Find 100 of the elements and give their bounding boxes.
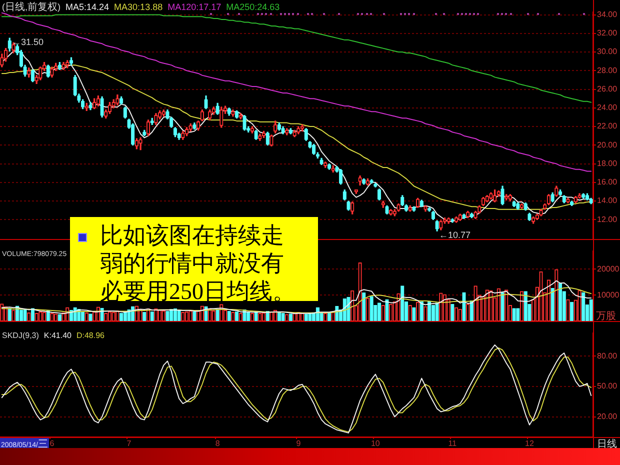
candlestick	[377, 188, 382, 200]
candlestick	[385, 205, 389, 214]
candlestick	[288, 128, 293, 134]
annotation: ←10.77	[439, 230, 471, 240]
candlestick	[500, 186, 504, 206]
candlestick	[566, 198, 570, 204]
candlestick	[300, 124, 304, 132]
candlestick	[270, 134, 274, 146]
candlestick	[281, 126, 285, 134]
candlestick	[512, 200, 516, 207]
chart-title: (日线,前复权)	[2, 2, 61, 13]
y-tick-label: 28.00	[597, 66, 618, 75]
candlestick	[138, 137, 142, 150]
candlestick	[292, 130, 296, 138]
candlestick	[412, 206, 416, 212]
x-tick-label: 6	[50, 439, 55, 448]
candlestick	[216, 102, 220, 115]
candlestick	[539, 209, 543, 216]
candlestick	[154, 113, 158, 125]
y-tick-label: 16.00	[597, 178, 618, 187]
candlestick	[12, 42, 16, 54]
candlestick	[324, 162, 328, 168]
y-tick-label: 22.00	[597, 122, 618, 131]
y-tick-label: 24.00	[597, 103, 618, 112]
candlestick	[296, 126, 300, 134]
candlestick	[520, 203, 524, 209]
candlestick	[439, 220, 443, 230]
candlestick	[116, 94, 120, 106]
candlestick	[254, 130, 258, 140]
candlestick	[578, 193, 582, 199]
candlestick	[123, 106, 127, 118]
candlestick	[181, 130, 185, 140]
y-tick-label: 10000	[597, 290, 620, 300]
candlestick	[162, 109, 166, 117]
candlestick	[485, 195, 489, 202]
candlestick	[262, 130, 266, 138]
candlestick	[320, 158, 324, 166]
candlestick	[84, 102, 88, 112]
candlestick	[46, 64, 50, 78]
y-tick-label: 26.00	[597, 84, 618, 94]
candlestick	[531, 216, 536, 224]
candlestick	[366, 178, 370, 186]
candlestick	[374, 183, 378, 188]
y-tick-label: 14.00	[597, 196, 618, 206]
candlestick	[420, 200, 424, 207]
text: K:41.40	[44, 331, 72, 340]
x-tick-label: 11	[448, 439, 458, 448]
candlestick	[370, 179, 374, 184]
candlestick	[582, 193, 586, 199]
y-tick-label: 34.00	[597, 10, 618, 19]
candlestick	[231, 109, 235, 117]
candlestick	[516, 202, 520, 210]
y-tick-label: 30.00	[597, 47, 618, 56]
x-tick-label: 9	[296, 439, 302, 448]
candlestick	[192, 122, 196, 130]
candlestick	[58, 62, 62, 70]
candlestick	[389, 209, 393, 216]
candlestick	[220, 106, 224, 128]
x-tick-label: 10	[370, 439, 380, 448]
candlestick	[570, 200, 574, 206]
text: 日线	[597, 439, 617, 450]
candlestick	[550, 192, 554, 202]
candlestick	[554, 186, 558, 197]
y-tick-label: 20.00	[597, 140, 618, 150]
candlestick	[184, 127, 189, 136]
candlestick	[408, 205, 412, 212]
annotation: ←31.50	[12, 37, 44, 47]
candlestick	[435, 220, 439, 232]
candlestick	[470, 212, 474, 218]
y-tick-label: 50.00	[597, 382, 618, 391]
x-tick-label: 7	[126, 439, 132, 448]
y-tick-label: 20.00	[597, 412, 618, 421]
y-axis-title: 万股	[596, 311, 616, 322]
x-tick-label: 12	[525, 439, 534, 448]
candlestick	[285, 128, 289, 136]
candlestick	[562, 195, 566, 204]
candlestick	[304, 128, 308, 141]
candlestick	[50, 66, 54, 78]
candlestick	[146, 120, 150, 136]
candlestick	[585, 193, 590, 200]
y-tick-label: 20000	[597, 264, 620, 274]
text: MA30:13.88	[114, 2, 163, 12]
y-tick-label: 80.00	[597, 351, 618, 360]
candlestick	[266, 132, 270, 146]
candlestick	[450, 218, 454, 223]
candlestick	[250, 126, 254, 134]
candlestick	[558, 190, 562, 196]
text: MA120:17.17	[168, 2, 222, 12]
candlestick	[227, 108, 231, 116]
candlestick	[454, 216, 458, 223]
candlestick	[489, 192, 493, 200]
chart-title: SKDJ(9,3)	[2, 331, 39, 340]
text: MA5:14.24	[66, 2, 110, 12]
candlestick	[66, 60, 70, 68]
candlestick	[327, 163, 332, 170]
y-tick-label: 12.00	[597, 214, 618, 224]
y-tick-label: 32.00	[597, 28, 618, 38]
candlestick	[446, 217, 450, 224]
candlestick	[258, 134, 262, 141]
candlestick	[528, 212, 532, 221]
